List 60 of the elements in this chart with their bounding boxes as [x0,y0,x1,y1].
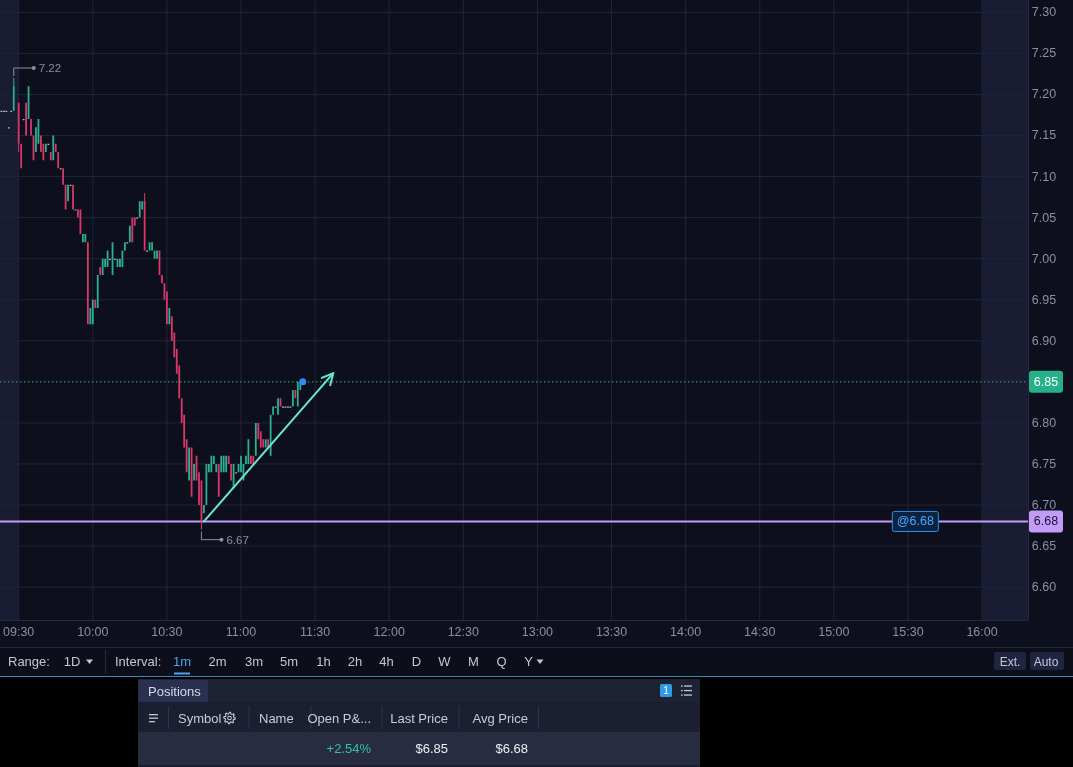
y-tick-label: 6.80 [1031,415,1057,430]
text: Last Price [390,710,448,726]
x-tick-label: 09:30 [3,625,35,639]
y-tick-label: 6.90 [1031,333,1057,348]
text: 1D [63,654,81,669]
text: Symbol [178,710,222,726]
ref-line-label: 6.85 [1033,374,1059,389]
text: Ext. [999,654,1021,669]
x-tick-label: 13:30 [595,625,628,639]
text: $6.68 [495,740,528,756]
x-tick-label: 15:30 [892,625,924,639]
y-tick-label: 6.65 [1031,539,1057,554]
y-tick-label: 6.75 [1031,456,1057,471]
text: 5m [279,654,299,669]
text: $6.85 [415,740,448,756]
y-tick-label: 7.10 [1031,169,1057,184]
text: 4h [379,654,394,669]
text: 1h [316,654,331,669]
y-tick-label: 7.05 [1031,210,1057,225]
y-tick-label: 7.25 [1031,46,1057,61]
x-tick-label: 14:30 [744,625,776,639]
y-tick-label: 6.95 [1031,292,1057,307]
text: 1 [663,685,670,696]
ref-line-label: 6.68 [1033,514,1059,529]
y-tick-label: 7.20 [1031,87,1057,102]
text: Open P&... [307,710,371,726]
annotation: 7.22 [38,62,62,75]
annotation: @6.68 [896,514,934,529]
text: Range: [8,654,50,669]
x-tick-label: 12:30 [447,625,479,639]
y-tick-label: 7.30 [1031,5,1057,20]
x-tick-label: 15:00 [818,625,850,639]
annotation: 6.67 [226,533,249,546]
y-tick-label: 7.15 [1031,128,1057,143]
text: 3m [244,654,264,669]
text: Name [259,710,294,726]
x-tick-label: 11:00 [225,625,257,639]
text: Avg Price [472,710,528,726]
text: 2m [208,654,227,669]
text: W [438,654,452,669]
y-tick-label: 7.00 [1031,251,1057,266]
x-tick-label: 10:00 [77,625,109,639]
x-tick-label: 11:30 [299,625,331,639]
text: D [411,654,422,669]
x-tick-label: 10:30 [151,625,183,639]
text: 1m [172,654,192,669]
text: +2.54% [326,740,372,756]
text: M [468,654,479,669]
y-tick-label: 6.70 [1031,498,1057,513]
y-tick-label: 6.60 [1031,580,1057,595]
x-tick-label: 13:00 [521,625,554,639]
x-tick-label: 12:00 [373,625,405,639]
x-tick-label: 16:00 [966,625,998,639]
text: Q [496,654,507,669]
text: Positions [148,683,202,699]
text: 2h [347,654,363,669]
text: Y [524,654,534,669]
text: Interval: [115,654,162,669]
x-tick-label: 14:00 [669,625,702,639]
text: Auto [1033,654,1059,669]
